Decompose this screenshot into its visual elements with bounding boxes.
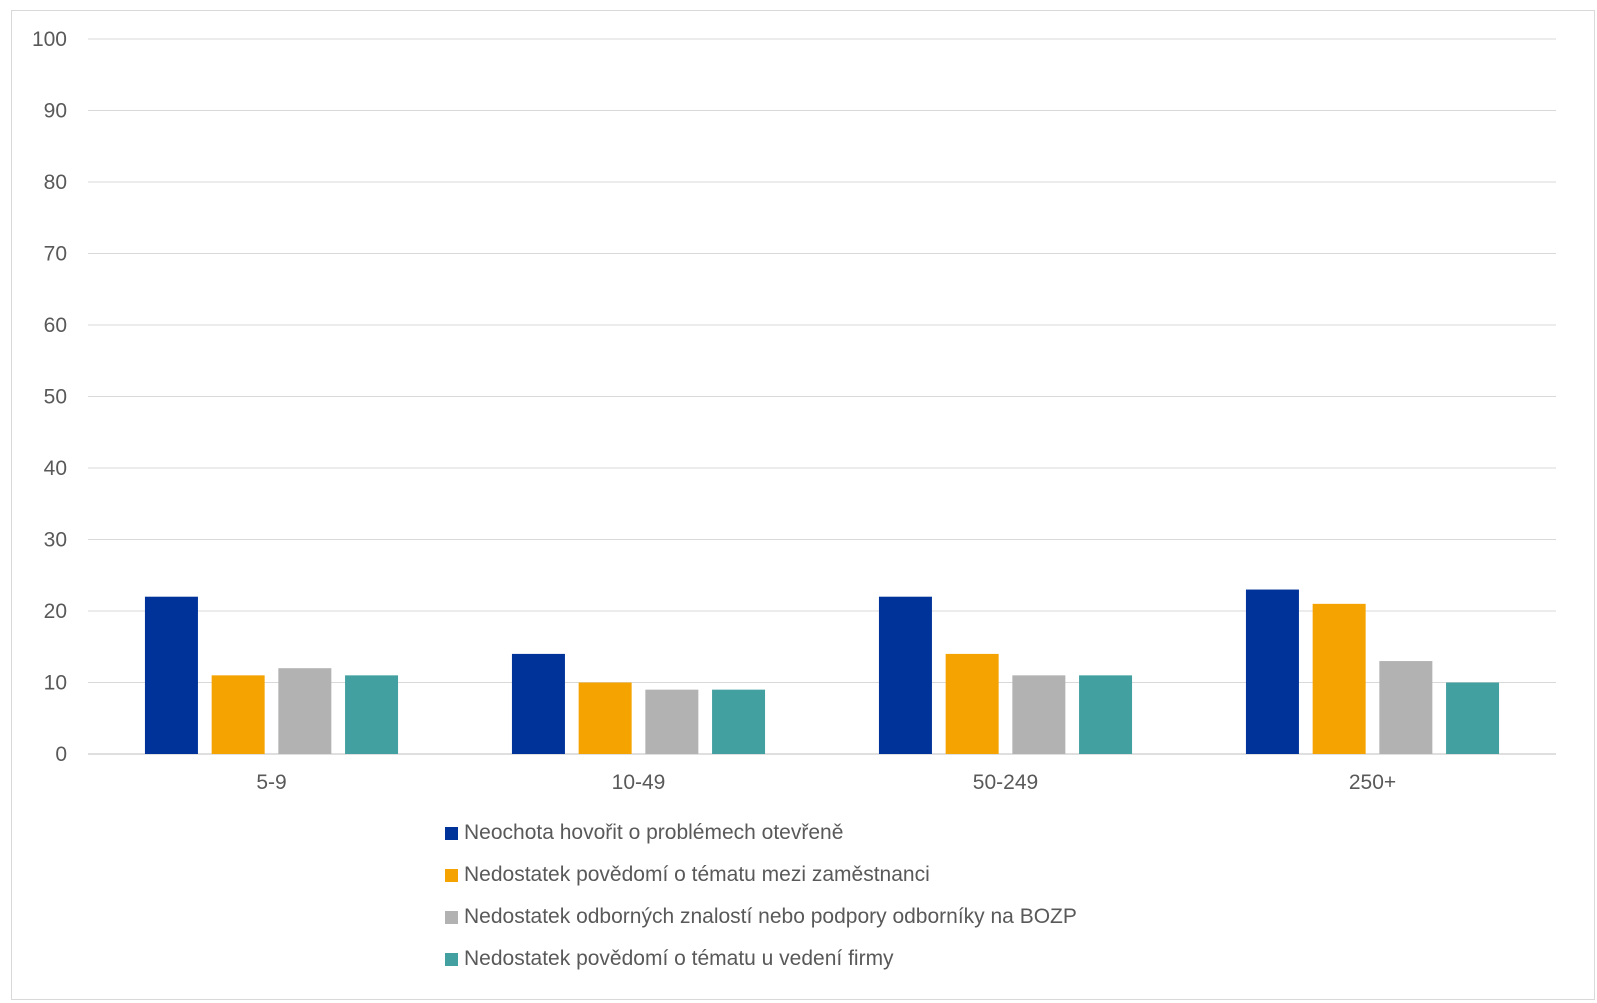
x-tick-label-250+: 250+	[1349, 771, 1396, 794]
legend-item-2: Nedostatek odborných znalostí nebo podpo…	[445, 896, 1077, 938]
legend-label-0: Neochota hovořit o problémech otevřeně	[464, 821, 844, 844]
bar-250+-series-1	[1312, 603, 1366, 754]
bar-10-49-series-3	[712, 689, 766, 754]
y-tick-label-80: 80	[44, 171, 67, 194]
legend-swatch-2	[445, 910, 458, 924]
bar-10-49-series-0	[511, 653, 565, 754]
legend-item-3: Nedostatek povědomí o tématu u vedení fi…	[445, 938, 1077, 980]
y-tick-label-40: 40	[44, 457, 67, 480]
y-tick-label-50: 50	[44, 386, 67, 409]
y-tick-label-30: 30	[44, 529, 67, 552]
y-tick-label-0: 0	[55, 743, 67, 766]
y-tick-label-60: 60	[44, 314, 67, 337]
x-tick-label-50-249: 50-249	[973, 771, 1038, 794]
y-tick-label-100: 100	[32, 28, 67, 51]
bar-5-9-series-2	[278, 668, 332, 754]
y-tick-label-70: 70	[44, 243, 67, 266]
legend-label-2: Nedostatek odborných znalostí nebo podpo…	[464, 905, 1077, 928]
legend-label-3: Nedostatek povědomí o tématu u vedení fi…	[464, 947, 894, 970]
legend: Neochota hovořit o problémech otevřeně N…	[445, 812, 1077, 980]
x-tick-label-5-9: 5-9	[256, 771, 286, 794]
legend-swatch-1	[445, 868, 458, 882]
bar-10-49-series-1	[578, 682, 632, 754]
bar-250+-series-2	[1379, 661, 1433, 754]
bar-50-249-series-3	[1079, 675, 1133, 754]
y-tick-label-20: 20	[44, 600, 67, 623]
legend-swatch-3	[445, 952, 458, 966]
chart-frame	[11, 10, 1595, 1000]
bar-50-249-series-0	[878, 596, 932, 754]
bar-5-9-series-1	[211, 675, 265, 754]
bar-250+-series-3	[1446, 682, 1500, 754]
bar-5-9-series-3	[345, 675, 399, 754]
bar-50-249-series-2	[1012, 675, 1066, 754]
bar-10-49-series-2	[645, 689, 699, 754]
legend-item-1: Nedostatek povědomí o tématu mezi zaměst…	[445, 854, 1077, 896]
x-tick-label-10-49: 10-49	[612, 771, 666, 794]
legend-item-0: Neochota hovořit o problémech otevřeně	[445, 812, 1077, 854]
bar-250+-series-0	[1245, 589, 1299, 754]
legend-label-1: Nedostatek povědomí o tématu mezi zaměst…	[464, 863, 930, 886]
y-tick-label-90: 90	[44, 100, 67, 123]
legend-swatch-0	[445, 826, 458, 840]
bar-5-9-series-0	[144, 596, 198, 754]
bar-50-249-series-1	[945, 653, 999, 754]
y-tick-label-10: 10	[44, 672, 67, 695]
